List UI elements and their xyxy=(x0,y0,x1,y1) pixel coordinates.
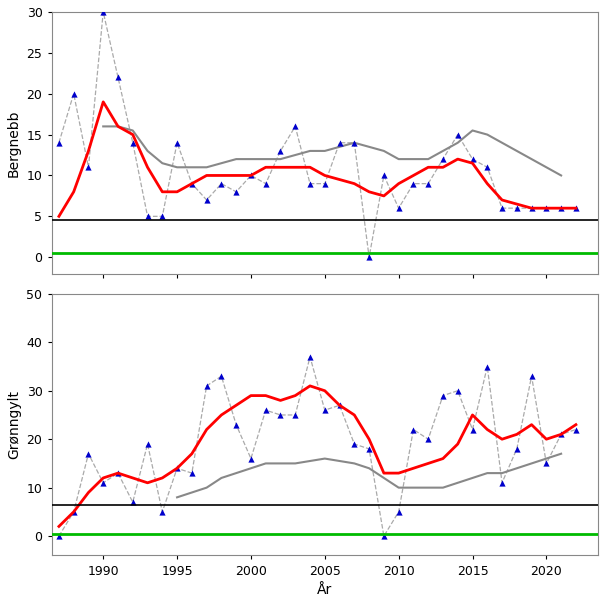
Point xyxy=(202,381,212,391)
Point xyxy=(541,458,551,468)
Point xyxy=(394,204,404,213)
Point xyxy=(202,195,212,205)
Point xyxy=(99,478,108,487)
Point xyxy=(128,138,137,147)
Point xyxy=(276,146,286,156)
Point xyxy=(157,507,167,516)
Point xyxy=(69,507,79,516)
Point xyxy=(305,352,315,362)
Point xyxy=(157,211,167,221)
Point xyxy=(99,7,108,17)
Point xyxy=(54,138,64,147)
Point xyxy=(453,386,463,396)
Point xyxy=(335,400,344,410)
Point xyxy=(438,391,448,400)
Point xyxy=(320,179,330,188)
Point xyxy=(113,468,123,478)
Point xyxy=(482,162,492,172)
Point xyxy=(261,179,270,188)
Point xyxy=(379,532,389,541)
Point xyxy=(305,179,315,188)
Point xyxy=(556,429,566,439)
Point xyxy=(408,179,418,188)
Point xyxy=(290,410,300,420)
Point xyxy=(83,449,93,458)
Y-axis label: Grønngylt: Grønngylt xyxy=(7,390,21,459)
Point xyxy=(246,170,256,180)
Point xyxy=(350,138,359,147)
Point xyxy=(231,420,241,429)
Point xyxy=(379,170,389,180)
Point xyxy=(468,425,477,434)
Point xyxy=(527,371,537,381)
Point xyxy=(512,204,522,213)
Y-axis label: Bergnebb: Bergnebb xyxy=(7,109,21,176)
Point xyxy=(364,444,374,454)
Point xyxy=(512,444,522,454)
Point xyxy=(217,371,226,381)
Point xyxy=(143,211,152,221)
Point xyxy=(350,439,359,449)
Point xyxy=(113,72,123,82)
Point xyxy=(408,425,418,434)
Point xyxy=(335,138,344,147)
X-axis label: År: År xyxy=(317,583,332,597)
Point xyxy=(571,204,581,213)
Point xyxy=(69,89,79,98)
Point xyxy=(187,179,197,188)
Point xyxy=(541,204,551,213)
Point xyxy=(276,410,286,420)
Point xyxy=(187,468,197,478)
Point xyxy=(438,154,448,164)
Point xyxy=(128,497,137,507)
Point xyxy=(468,154,477,164)
Point xyxy=(143,439,152,449)
Point xyxy=(394,507,404,516)
Point xyxy=(482,362,492,371)
Point xyxy=(231,187,241,197)
Point xyxy=(497,478,507,487)
Point xyxy=(556,204,566,213)
Point xyxy=(571,425,581,434)
Point xyxy=(527,204,537,213)
Point xyxy=(497,204,507,213)
Point xyxy=(172,138,182,147)
Point xyxy=(261,405,270,415)
Point xyxy=(246,454,256,463)
Point xyxy=(364,252,374,262)
Point xyxy=(290,121,300,131)
Point xyxy=(172,463,182,473)
Point xyxy=(424,434,433,444)
Point xyxy=(453,130,463,140)
Point xyxy=(83,162,93,172)
Point xyxy=(54,532,64,541)
Point xyxy=(217,179,226,188)
Point xyxy=(320,405,330,415)
Point xyxy=(424,179,433,188)
